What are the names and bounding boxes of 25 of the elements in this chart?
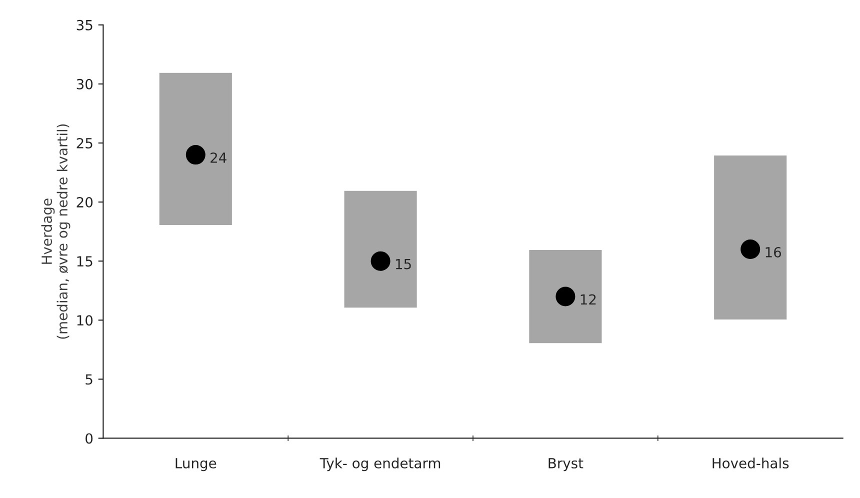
bar xyxy=(158,71,234,226)
y-tick-label: 0 xyxy=(86,433,93,444)
point xyxy=(556,286,576,306)
y-tick-label: 25 xyxy=(76,138,92,148)
point xyxy=(186,145,206,165)
y-axis-title: Hverdage (median, øvre og nedre kvartil) xyxy=(41,124,70,339)
data-label: 16 xyxy=(766,246,782,258)
y-tick-label: 5 xyxy=(86,374,92,385)
y-tick-label: 10 xyxy=(77,315,93,326)
y-tick-label: 35 xyxy=(76,20,92,30)
x-tick-label: Lunge xyxy=(176,458,216,472)
bar xyxy=(712,154,788,321)
x-tick-label: Bryst xyxy=(548,458,584,472)
x-tick-label: Tyk- og endetarm xyxy=(320,458,440,472)
x-tick-label: Hoved-hals xyxy=(712,458,789,468)
bar xyxy=(528,248,604,344)
data-label: 15 xyxy=(396,258,411,270)
point xyxy=(370,251,390,271)
y-tick-label: 30 xyxy=(76,78,93,90)
point xyxy=(740,240,760,260)
data-label: 12 xyxy=(580,294,596,305)
data-label: 24 xyxy=(210,152,226,163)
y-tick-label: 15 xyxy=(77,256,92,267)
bar xyxy=(342,190,418,310)
y-tick-label: 20 xyxy=(76,197,93,208)
